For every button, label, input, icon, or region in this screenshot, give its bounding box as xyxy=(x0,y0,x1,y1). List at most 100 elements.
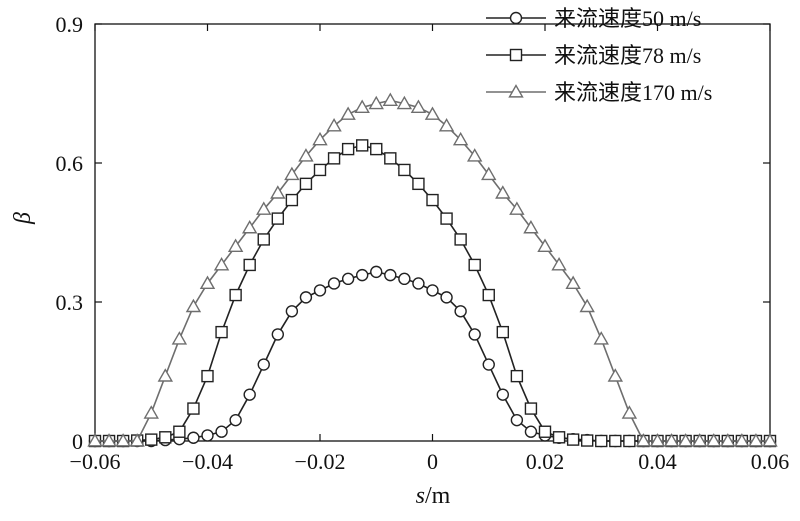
series-line xyxy=(95,271,770,442)
data-point xyxy=(187,431,200,444)
data-point xyxy=(496,325,510,339)
data-point xyxy=(579,298,595,313)
data-point xyxy=(271,328,285,341)
data-point xyxy=(649,433,666,447)
data-point xyxy=(370,142,383,156)
data-point xyxy=(426,193,439,207)
x-axis-title-unit: /m xyxy=(425,483,451,509)
data-point xyxy=(241,219,258,234)
data-point xyxy=(313,163,327,177)
data-point xyxy=(537,238,553,252)
data-point xyxy=(398,163,411,177)
data-point xyxy=(609,434,622,448)
data-point xyxy=(468,258,481,272)
data-point xyxy=(552,431,566,444)
series-group xyxy=(87,92,778,448)
data-point xyxy=(341,272,355,286)
x-axis-title-variable: s xyxy=(416,483,425,509)
data-point xyxy=(706,433,722,447)
data-point xyxy=(382,92,399,107)
data-point xyxy=(566,433,580,446)
tick-labels: −0.06 −0.04 −0.02 0 0.02 0.04 0.06 0 0.3 0.6 0.9 xyxy=(56,12,790,474)
data-point xyxy=(734,433,750,447)
legend-marker xyxy=(509,11,523,25)
data-point xyxy=(227,238,244,252)
data-point xyxy=(355,268,369,282)
data-point xyxy=(87,433,103,447)
data-point xyxy=(326,118,342,132)
data-point xyxy=(355,139,369,152)
data-point xyxy=(565,275,581,290)
legend-entry: 来流速度50 m/s xyxy=(486,6,701,31)
x-tick-label: 0.04 xyxy=(638,449,677,474)
data-point xyxy=(635,433,652,447)
data-point xyxy=(438,118,455,132)
data-point xyxy=(762,433,778,447)
data-point xyxy=(496,388,510,401)
data-point xyxy=(384,268,397,282)
data-point xyxy=(523,219,539,234)
y-axis-title: β xyxy=(10,212,36,225)
data-point xyxy=(623,434,636,448)
x-tick-label: 0 xyxy=(427,449,438,474)
legend-entry: 来流速度78 m/s xyxy=(486,43,701,68)
data-point xyxy=(257,233,270,246)
data-point xyxy=(143,405,159,419)
data-point xyxy=(312,131,328,146)
y-tick-label: 0.3 xyxy=(56,290,84,315)
data-point xyxy=(426,284,439,297)
x-tick-label: −0.04 xyxy=(182,449,233,474)
data-point xyxy=(509,201,525,215)
legend-label: 来流速度170 m/s xyxy=(554,80,712,105)
data-point xyxy=(129,433,145,447)
data-point xyxy=(410,99,427,113)
data-point xyxy=(284,166,300,181)
data-point xyxy=(466,148,483,162)
data-point xyxy=(607,368,624,382)
data-point xyxy=(213,257,230,271)
data-point xyxy=(452,131,469,146)
data-point xyxy=(468,328,481,341)
data-point xyxy=(524,425,538,438)
data-point xyxy=(538,425,552,438)
data-point xyxy=(593,331,609,345)
data-point xyxy=(720,433,736,447)
legend: 来流速度50 m/s 来流速度78 m/s 来流速度170 m/s xyxy=(486,6,712,105)
data-point xyxy=(313,284,327,297)
data-point xyxy=(340,106,356,120)
data-point xyxy=(440,212,453,225)
data-point xyxy=(171,331,188,345)
data-point xyxy=(510,369,524,383)
data-point xyxy=(691,433,708,447)
data-point xyxy=(257,358,270,371)
data-point xyxy=(101,433,117,447)
data-point xyxy=(159,431,172,444)
data-point xyxy=(370,265,383,279)
data-point xyxy=(173,425,186,438)
y-tick-label: 0.9 xyxy=(56,12,84,37)
data-point xyxy=(748,433,764,447)
data-point xyxy=(327,152,341,165)
data-point xyxy=(663,433,680,447)
legend-label: 来流速度50 m/s xyxy=(554,6,701,31)
data-point xyxy=(201,429,214,442)
data-point xyxy=(187,402,200,415)
data-point xyxy=(270,185,286,199)
legend-entry: 来流速度170 m/s xyxy=(486,80,712,105)
data-point xyxy=(677,433,694,447)
data-point xyxy=(215,425,228,438)
series-line xyxy=(95,99,770,442)
data-point xyxy=(229,288,242,302)
data-point xyxy=(524,402,538,415)
data-point xyxy=(299,177,313,191)
legend-label: 来流速度78 m/s xyxy=(554,43,701,68)
data-point xyxy=(185,298,202,313)
y-tick-label: 0 xyxy=(72,429,83,454)
data-point xyxy=(398,272,411,286)
data-point xyxy=(482,288,495,302)
x-tick-label: −0.06 xyxy=(70,449,121,474)
data-point xyxy=(299,291,313,304)
data-point xyxy=(243,388,256,401)
